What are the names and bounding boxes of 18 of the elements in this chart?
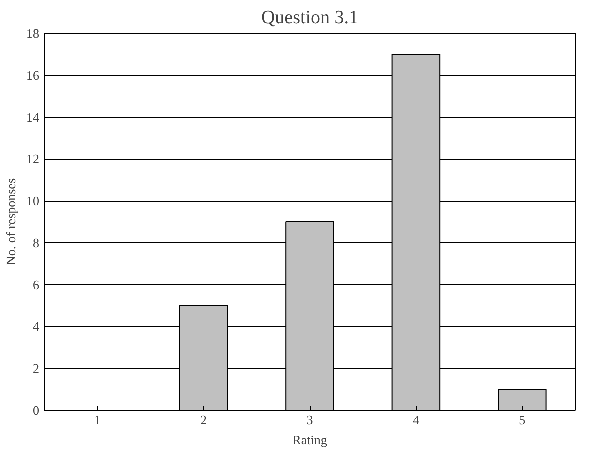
x-tick-label: 2 <box>200 412 208 428</box>
y-tick-label: 18 <box>26 26 40 41</box>
y-tick-label: 14 <box>26 110 40 125</box>
y-tick-label: 0 <box>33 403 40 418</box>
x-tick-label: 5 <box>519 412 526 428</box>
y-tick-label: 6 <box>33 277 40 292</box>
x-axis-title: Rating <box>292 432 328 448</box>
x-tick-label: 3 <box>306 412 314 428</box>
y-tick-label: 8 <box>33 235 40 250</box>
y-tick-label: 4 <box>33 319 40 334</box>
x-tick-label: 1 <box>94 412 101 428</box>
y-tick-label: 12 <box>26 152 40 167</box>
y-tick-label: 10 <box>26 194 40 209</box>
x-tick-label: 4 <box>412 412 420 428</box>
y-tick-label: 16 <box>26 68 40 83</box>
y-tick-label: 2 <box>33 361 40 376</box>
chart-title: Question 3.1 <box>261 8 359 28</box>
y-axis-title: No. of responses <box>4 178 18 266</box>
